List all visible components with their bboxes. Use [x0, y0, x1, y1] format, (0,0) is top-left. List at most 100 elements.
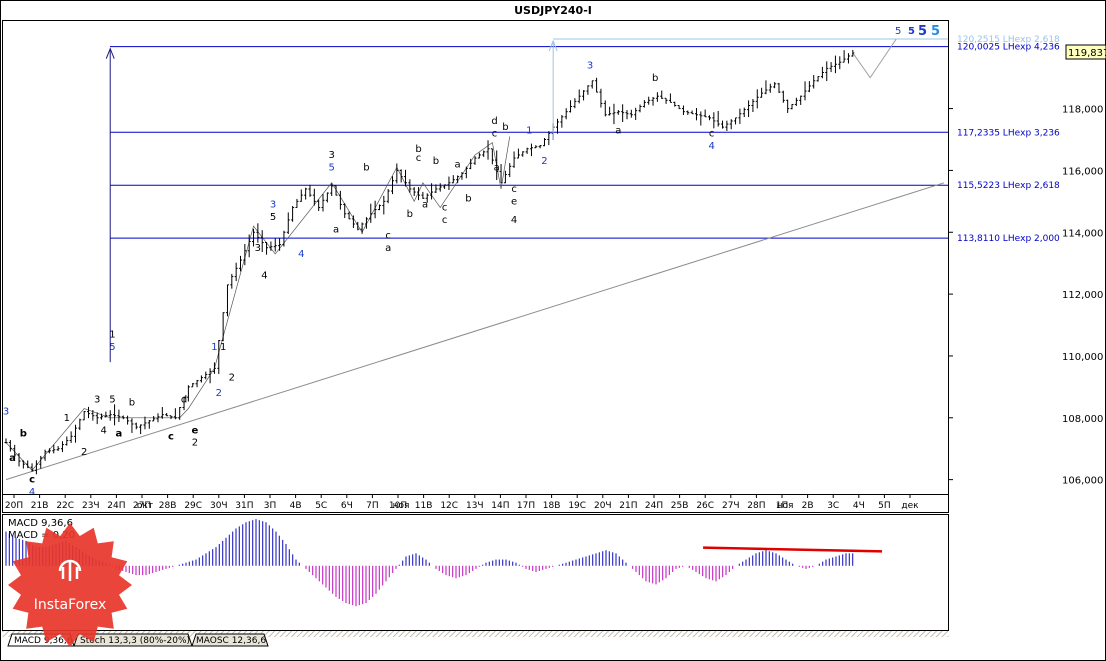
top-right-wave-marks: 5 5 5 5 — [895, 24, 940, 39]
wave-label: c — [442, 215, 448, 226]
x-tick-label: 19С — [568, 501, 586, 511]
x-tick-label: 27Ч — [722, 501, 740, 511]
wave-label: e — [192, 425, 199, 436]
wave-label: a — [494, 162, 500, 173]
x-tick-label: 24П — [645, 501, 663, 511]
projection-arrow-head — [548, 39, 558, 52]
top-mark-4: 5 — [931, 24, 940, 39]
wave-label: a — [615, 125, 621, 136]
x-tick-label: 12С — [440, 501, 458, 511]
wave-label: 5 — [329, 162, 335, 173]
wave-label: 3 — [587, 60, 593, 71]
x-tick-label: 26С — [696, 501, 714, 511]
logo-text: InstaForex — [34, 597, 107, 613]
macd-panel[interactable] — [2, 514, 949, 631]
x-month-label: ноя — [777, 501, 794, 511]
x-tick-label: 21В — [31, 501, 49, 511]
wave-label: b — [465, 193, 471, 204]
time-axis-labels: 20П 21В 22С 23Ч 24П 27П 28В 29С 30Ч 31П 3П 4В 5С 6Ч 7П… — [5, 494, 919, 511]
x-tick-label: 14П — [491, 501, 509, 511]
logo-emblem-icon — [58, 559, 82, 581]
wave-label: c — [29, 475, 35, 486]
fib-level-label: 117,2335 LНехр 3,236 — [957, 128, 1060, 138]
projection-arrows — [105, 39, 558, 363]
tab-maosc-label: MAOSC 12,36,6 — [196, 636, 266, 646]
x-tick-label: 11В — [415, 501, 433, 511]
top-mark-2: 5 — [908, 26, 915, 37]
wave-label: 1 — [211, 342, 217, 353]
wave-label: b — [433, 156, 439, 167]
top-mark-3: 5 — [918, 24, 927, 39]
wave-label: b — [20, 428, 27, 439]
x-tick-label: 20Ч — [594, 501, 612, 511]
y-tick-label: 108,000 — [1062, 414, 1103, 425]
wave-label: 1 — [526, 125, 532, 136]
x-tick-label: 10П — [389, 501, 407, 511]
wave-label: c — [492, 128, 498, 139]
wave-label: 4 — [101, 425, 107, 436]
top-mark-1: 5 — [895, 26, 901, 37]
x-tick-label: 24П — [107, 501, 125, 511]
x-tick-label: 5П — [878, 501, 891, 511]
x-tick-label: 29С — [184, 501, 202, 511]
wave-label: c — [168, 431, 174, 442]
x-tick-label: 27П — [133, 501, 151, 511]
fib-level-label: 120,0025 LНехр 4,236 — [957, 43, 1060, 53]
divergence-line — [703, 546, 883, 553]
y-tick-label: 106,000 — [1062, 476, 1103, 487]
wave-label: c — [442, 203, 448, 214]
x-tick-label: 4Ч — [853, 501, 865, 511]
wave-label: 2 — [216, 388, 222, 399]
wave-label: 1 — [220, 342, 226, 353]
x-tick-label: 20П — [5, 501, 23, 511]
x-tick-label: дек — [901, 501, 919, 511]
wave-label: e — [511, 196, 517, 207]
wave-label: 4 — [298, 249, 304, 260]
price-panel[interactable] — [2, 20, 949, 495]
wave-label: 1 — [64, 413, 70, 424]
impulse-arrow-head — [105, 47, 115, 59]
x-tick-label: 4В — [290, 501, 302, 511]
wave-label: d — [491, 116, 497, 127]
x-tick-label: 3С — [827, 501, 839, 511]
x-month-label: ноя — [393, 501, 410, 511]
wave-label: a — [385, 243, 391, 254]
wave-label: 4 — [511, 215, 517, 226]
current-price-marker: 119,837 — [1065, 44, 1106, 60]
tab-macd-label: MACD 9,36,6 — [14, 636, 73, 646]
x-tick-label: 17П — [517, 501, 535, 511]
tab-stoch-label: Stoch 13,3,3 (80%-20%) — [80, 636, 190, 646]
wave-label: 5 — [109, 342, 115, 353]
price-axis: 106,000 108,000 110,000 112,000 114,000 116,0… — [948, 105, 1103, 487]
wave-label: b — [415, 144, 421, 155]
wave-label: a — [422, 200, 428, 211]
wave-label: c — [709, 128, 715, 139]
x-tick-label: 31П — [235, 501, 253, 511]
indicator-tabs: MACD 9,36,6 Stoch 13,3,3 (80%-20%) MAOSC… — [7, 633, 269, 647]
wave-label: 3 — [94, 394, 100, 405]
wave-label: 3 — [3, 407, 9, 418]
wave-label: c — [385, 230, 391, 241]
wave-label: 4 — [29, 487, 35, 498]
x-tick-label: 18В — [543, 501, 561, 511]
wave-label: b — [502, 122, 508, 133]
fib-level-label: 120,2515 LНехр 2,618 — [957, 35, 1060, 45]
wave-label: a — [333, 224, 339, 235]
wave-label: a — [455, 159, 461, 170]
x-month-label: окт — [137, 501, 153, 511]
x-tick-label: 6Ч — [341, 501, 353, 511]
x-tick-label: 28П — [747, 501, 765, 511]
wave-label: 4 — [261, 271, 267, 282]
wave-label: 3 — [255, 243, 261, 254]
fib-level-label: 113,8110 LНехр 2,000 — [957, 234, 1060, 244]
wave-label: a — [9, 453, 16, 464]
macd-value: MACD = 0,20 — [8, 530, 75, 541]
logo-badge — [8, 523, 132, 647]
y-tick-label: 112,000 — [1062, 290, 1103, 301]
tab-maosc[interactable] — [191, 633, 269, 647]
wave-label: c — [416, 153, 422, 164]
wave-label: 2 — [81, 447, 87, 458]
wave-label: 3 — [270, 200, 276, 211]
wave-label: 5 — [270, 212, 276, 223]
